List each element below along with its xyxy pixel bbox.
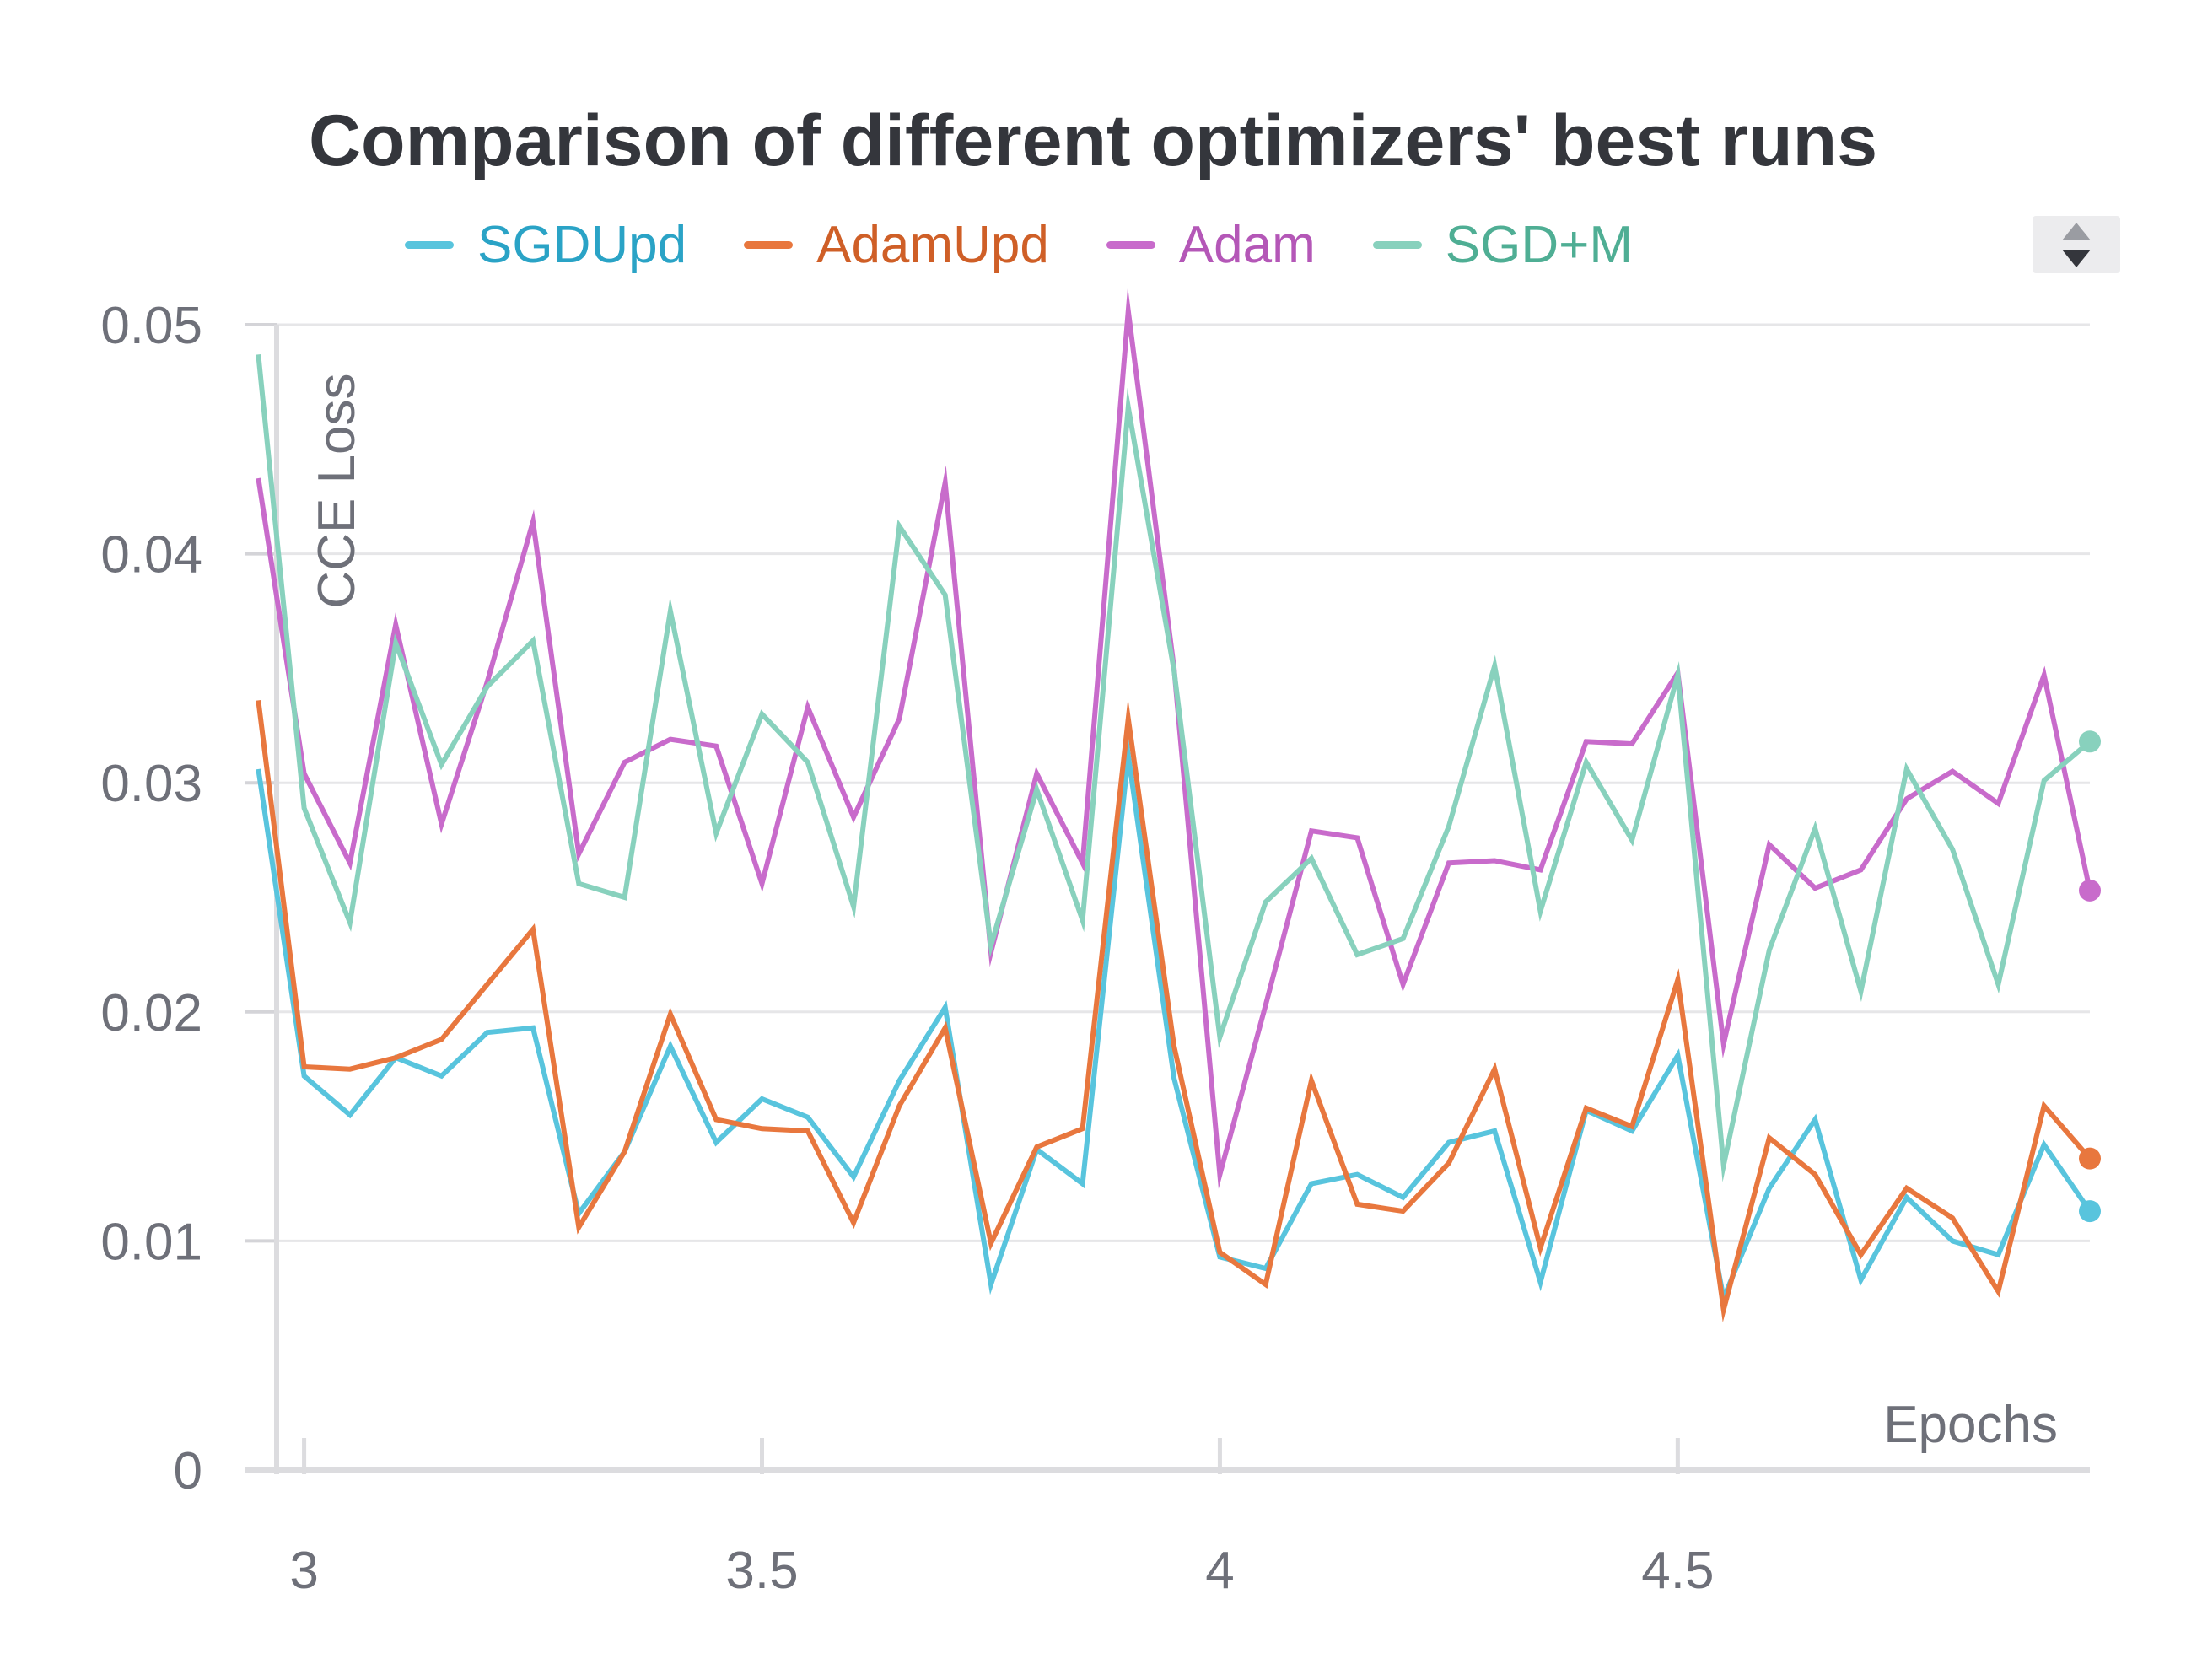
series-endpoint-sgd-m [2079, 730, 2101, 753]
legend-label-adamupd: AdamUpd [816, 215, 1049, 274]
legend-label-sgdupd: SGDUpd [477, 215, 687, 274]
series-line-adamupd [256, 698, 2092, 1323]
chevron-down-icon[interactable] [2062, 250, 2091, 267]
y-tick-label: 0.04 [100, 526, 202, 584]
legend: SGDUpd AdamUpd Adam SGD+M [405, 211, 1690, 278]
y-tick-label: 0.05 [100, 297, 202, 355]
y-tick-label: 0.02 [100, 984, 202, 1042]
y-axis-title: CCE Loss [308, 373, 366, 608]
x-tick-label: 3.5 [725, 1542, 798, 1600]
x-tick-label: 3 [289, 1542, 318, 1600]
grid-lines [245, 323, 2090, 1242]
legend-item-adamupd[interactable]: AdamUpd [744, 215, 1049, 275]
legend-label-sgd-m: SGD+M [1445, 215, 1633, 274]
y-tick-label: 0.03 [100, 755, 202, 813]
chevron-up-icon[interactable] [2062, 223, 2091, 240]
y-tick-label: 0.01 [100, 1213, 202, 1271]
legend-swatch-sgd-m [1372, 240, 1422, 249]
series-endpoint-adam [2079, 879, 2101, 902]
series-line-sgdupd [256, 735, 2092, 1307]
series-endpoint-sgdupd [2079, 1200, 2101, 1223]
x-tick-label: 4.5 [1641, 1542, 1714, 1600]
series-endpoint-adamupd [2079, 1147, 2101, 1170]
legend-swatch-sgdupd [405, 240, 454, 249]
legend-label-adam: Adam [1178, 215, 1316, 274]
legend-item-sgd-m[interactable]: SGD+M [1372, 215, 1633, 275]
x-axis-title: Epochs [1883, 1396, 2058, 1454]
series-line-sgd-m [256, 353, 2092, 1182]
series-lines [256, 287, 2101, 1323]
legend-scroll-button[interactable] [2033, 216, 2120, 273]
axes [245, 323, 2090, 1474]
left-fade-overlay [152, 287, 234, 1459]
legend-swatch-adamupd [744, 240, 794, 249]
legend-item-sgdupd[interactable]: SGDUpd [405, 215, 686, 275]
legend-swatch-adam [1106, 240, 1155, 249]
tick-labels: 0 0.01 0.02 0.03 0.04 0.05 3 3.5 4 4.5 [100, 297, 1714, 1600]
y-tick-label: 0 [174, 1442, 202, 1500]
x-tick-label: 4 [1205, 1542, 1234, 1600]
chart-title: Comparison of different optimizers' best… [308, 100, 1878, 181]
legend-item-adam[interactable]: Adam [1106, 215, 1316, 275]
